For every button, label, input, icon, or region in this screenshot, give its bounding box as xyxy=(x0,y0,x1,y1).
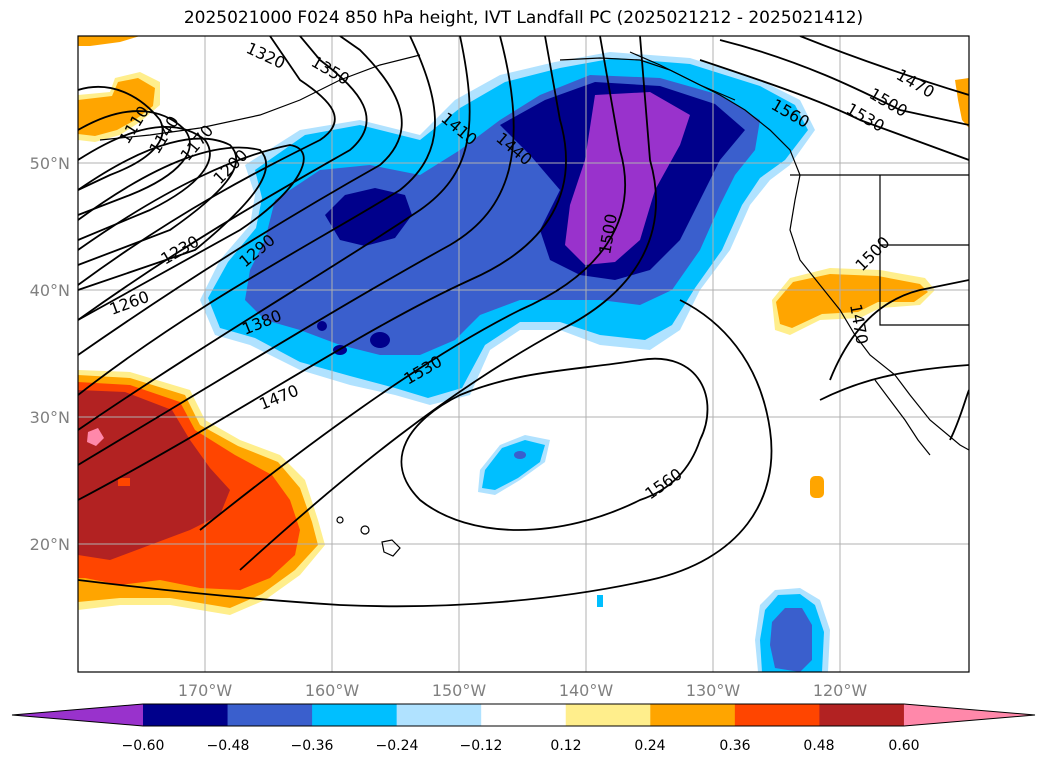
fill-pink-west xyxy=(87,428,104,446)
baja-coast xyxy=(874,379,931,456)
lat-label: 30°N xyxy=(30,408,70,427)
aleutian-chain xyxy=(99,54,421,141)
alaska-coast xyxy=(559,57,736,101)
fill-small-dot xyxy=(597,595,603,607)
colorbar-arrow-left xyxy=(12,704,143,726)
hawaii-island-2 xyxy=(360,525,370,535)
north-america-coast xyxy=(629,51,969,451)
fill-orange-west-dot xyxy=(118,478,130,486)
colorbar-segment xyxy=(312,704,398,726)
colorbar-segment xyxy=(819,704,905,726)
hawaii-island-1 xyxy=(336,516,344,524)
coastlines xyxy=(99,51,969,557)
colorbar-tick: −0.60 xyxy=(122,738,165,754)
lon-label: 140°W xyxy=(559,681,614,700)
contour-label: 1560 xyxy=(641,464,685,503)
colorbar-segment xyxy=(565,704,651,726)
colorbar-tick: −0.12 xyxy=(460,738,503,754)
colorbar-tick: 0.48 xyxy=(803,738,834,754)
contour-label: 1260 xyxy=(107,287,152,319)
ivt-fill-layer xyxy=(78,36,969,672)
fill-orange-top xyxy=(78,36,140,46)
height-contours xyxy=(78,36,969,608)
latitude-labels: 50°N 40°N 30°N 20°N xyxy=(30,154,70,554)
lon-label: 170°W xyxy=(178,681,233,700)
fill-orange-east xyxy=(776,274,928,328)
gridlines xyxy=(78,36,969,672)
fill-orange-ne xyxy=(955,78,969,128)
fill-south-blue xyxy=(770,608,812,672)
colorbar-tick: 0.24 xyxy=(634,738,665,754)
colorbar-segment xyxy=(143,704,229,726)
fill-firebrick-west xyxy=(78,390,230,560)
hawaii-island-big xyxy=(381,539,401,557)
lat-label: 50°N xyxy=(30,154,70,173)
lon-label: 130°W xyxy=(686,681,741,700)
contour-label: 1200 xyxy=(209,146,251,188)
colorbar-segment xyxy=(227,704,313,726)
colorbar-segment xyxy=(481,704,567,726)
fill-navy-region-2 xyxy=(325,188,412,246)
colorbar-tick: 0.36 xyxy=(719,738,750,754)
longitude-labels: 170°W 160°W 150°W 140°W 130°W 120°W xyxy=(178,681,868,700)
colorbar-tick: −0.36 xyxy=(291,738,334,754)
colorbar-segment xyxy=(734,704,820,726)
fill-orange-mx xyxy=(810,476,824,498)
fill-central-patch-blue xyxy=(514,451,526,459)
colorbar-segment xyxy=(396,704,482,726)
colorbar-tick: 0.60 xyxy=(888,738,919,754)
colorbar-tick-labels: −0.60 −0.48 −0.36 −0.24 −0.12 0.12 0.24 … xyxy=(122,738,920,754)
state-border-1 xyxy=(879,175,969,326)
fill-navy-dot-3 xyxy=(317,321,327,331)
contour-label: 1350 xyxy=(308,52,353,89)
contour-label: 1500 xyxy=(851,233,893,275)
colorbar-tick: −0.48 xyxy=(207,738,250,754)
contour-label: 1470 xyxy=(893,65,938,102)
lon-label: 120°W xyxy=(813,681,868,700)
map-frame xyxy=(77,35,970,673)
lon-label: 160°W xyxy=(305,681,360,700)
colorbar-outline xyxy=(11,703,1036,727)
colorbar-tick: −0.24 xyxy=(376,738,419,754)
lat-label: 20°N xyxy=(30,535,70,554)
lat-label: 40°N xyxy=(30,281,70,300)
colorbar-segment xyxy=(650,704,736,726)
colorbar-tick: 0.12 xyxy=(550,738,581,754)
fill-orange-nw xyxy=(78,78,155,136)
colorbar-arrow-right xyxy=(903,704,1035,726)
lon-label: 150°W xyxy=(432,681,487,700)
contour-label: 1320 xyxy=(243,38,288,72)
fill-purple-region xyxy=(565,92,690,265)
colorbar xyxy=(11,703,1036,727)
map-title: 2025021000 F024 850 hPa height, IVT Land… xyxy=(183,8,864,28)
fill-navy-dot-1 xyxy=(370,332,390,348)
fill-central-patch xyxy=(482,440,545,490)
